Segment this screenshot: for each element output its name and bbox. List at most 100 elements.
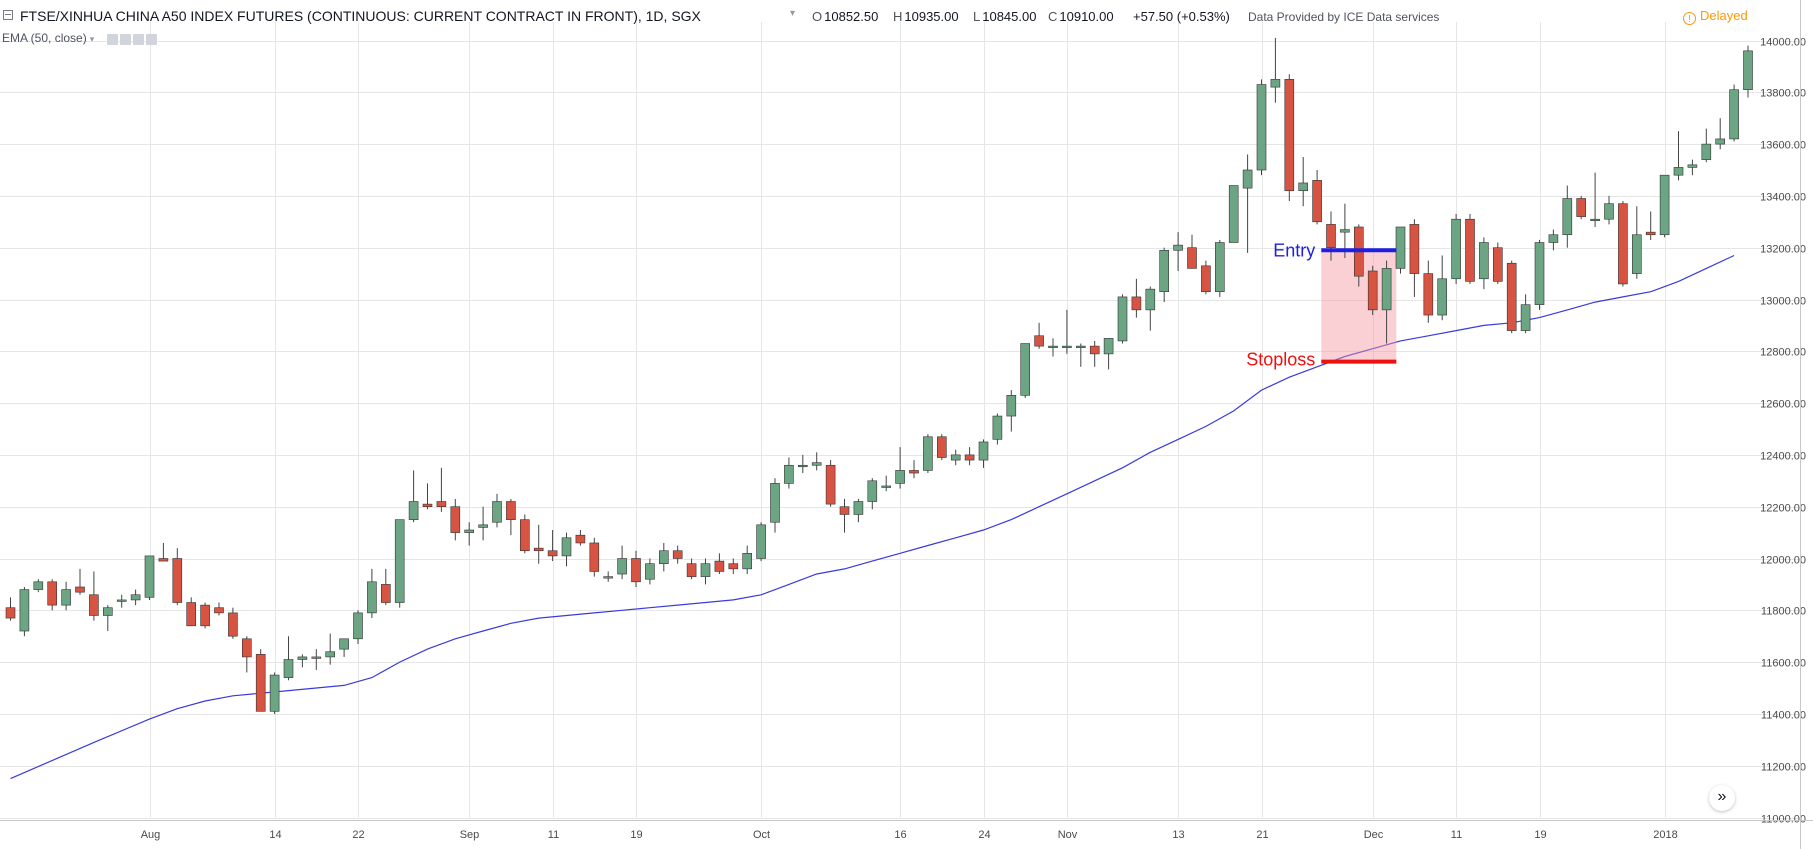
candle-body (61, 589, 71, 606)
candle-body (1451, 218, 1461, 280)
candle-body (1618, 203, 1628, 285)
candle-body (325, 651, 336, 658)
candle-body (380, 584, 391, 603)
candle (839, 498, 850, 533)
candle (811, 452, 822, 471)
high-value: H 10935.00 (893, 9, 959, 24)
candle-body (1326, 224, 1336, 248)
candle-body (617, 558, 627, 575)
candle-body (158, 558, 169, 562)
candle (242, 636, 252, 673)
candle (1076, 343, 1086, 367)
time-axis: Aug 14 22 Sep 11 19 Oct 16 24 Nov 13 21 Dec 11 19 2018 (0, 820, 1813, 841)
close-icon[interactable] (146, 34, 157, 45)
candle (589, 537, 600, 577)
chevron-down-icon[interactable]: ▾ (790, 8, 796, 19)
candle-body (283, 659, 294, 678)
candle-body (1604, 203, 1614, 220)
candle-body (1645, 231, 1656, 236)
candle-body (353, 612, 363, 640)
candle-body (436, 501, 447, 507)
eye-icon[interactable] (107, 34, 118, 45)
candle-body (936, 436, 947, 458)
candle-body (214, 607, 224, 614)
candle-body (533, 547, 544, 552)
candle (1242, 154, 1253, 253)
candle-body (408, 501, 419, 520)
candle-body (339, 638, 349, 650)
candle (1089, 340, 1100, 367)
more-icon[interactable] (133, 34, 144, 45)
candle-body (825, 464, 836, 505)
candle-body (450, 506, 461, 533)
candle-body (1395, 226, 1406, 269)
candle-body (756, 524, 766, 559)
candle-body (103, 607, 113, 616)
candle (1298, 157, 1308, 207)
candle-body (1089, 345, 1100, 355)
candle (158, 542, 169, 562)
candle (1173, 232, 1183, 272)
candle (5, 597, 16, 621)
collapse-icon[interactable] (3, 10, 13, 20)
candle (714, 553, 725, 575)
candle-body (700, 563, 711, 577)
candle-body (47, 581, 58, 606)
candle (1465, 214, 1475, 284)
candle-body (1590, 218, 1600, 222)
candle-body (1020, 343, 1031, 396)
candle (1215, 239, 1225, 297)
candle-body (1493, 247, 1503, 282)
symbol-title[interactable]: FTSE/XINHUA CHINA A50 INDEX FUTURES (CON… (20, 8, 701, 24)
settings-icon[interactable] (120, 34, 131, 45)
candle-body (478, 524, 488, 528)
candle-body (422, 503, 433, 507)
warning-icon: ! (1683, 12, 1696, 25)
candle-body (909, 470, 919, 474)
candle (436, 467, 447, 512)
candle (1201, 260, 1211, 295)
candle (1604, 195, 1614, 225)
candle-body (1242, 169, 1253, 189)
candle (1576, 195, 1586, 220)
time-tick-label: Aug (141, 829, 161, 841)
time-tick-label: 2018 (1653, 829, 1677, 841)
time-tick-label: Dec (1364, 829, 1384, 841)
candle-body (1131, 296, 1142, 311)
candle (1715, 118, 1725, 150)
price-tick-label: 11000.00 (1761, 814, 1806, 826)
candle (1284, 74, 1295, 202)
candle-body (1701, 143, 1712, 160)
price-tick-label: 12000.00 (1760, 555, 1806, 567)
chevron-down-icon[interactable]: ▾ (89, 34, 95, 44)
indicator-label: EMA (50, close) (2, 31, 87, 45)
time-tick-label: 19 (630, 829, 642, 841)
candle-body (742, 553, 753, 570)
candle (1270, 37, 1281, 103)
candle (1367, 265, 1378, 316)
indicator-legend[interactable]: EMA (50, close) ▾ (2, 31, 94, 45)
candle (506, 498, 516, 536)
candle (881, 475, 892, 492)
candle (228, 607, 238, 639)
candle-body (1145, 288, 1156, 311)
candle-body (255, 654, 266, 712)
candle-body (978, 441, 989, 461)
candle-body (1673, 167, 1684, 176)
price-tick-label: 13400.00 (1760, 192, 1806, 204)
candle-body (881, 485, 892, 488)
candle-body (1159, 249, 1169, 293)
change-value: +57.50 (+0.53%) (1133, 9, 1230, 24)
candle (700, 558, 711, 585)
time-tick-label: 21 (1256, 829, 1268, 841)
candle-body (464, 529, 475, 533)
candle (533, 524, 544, 564)
annotations-layer: Entry Stoploss (1246, 240, 1397, 370)
candle-body (297, 656, 308, 660)
candle (1437, 255, 1447, 321)
scroll-to-realtime-button[interactable]: » (1709, 785, 1735, 811)
delayed-badge[interactable]: ! Delayed (1683, 8, 1748, 25)
time-tick-label: 11 (1451, 829, 1462, 841)
candle (1479, 237, 1489, 290)
